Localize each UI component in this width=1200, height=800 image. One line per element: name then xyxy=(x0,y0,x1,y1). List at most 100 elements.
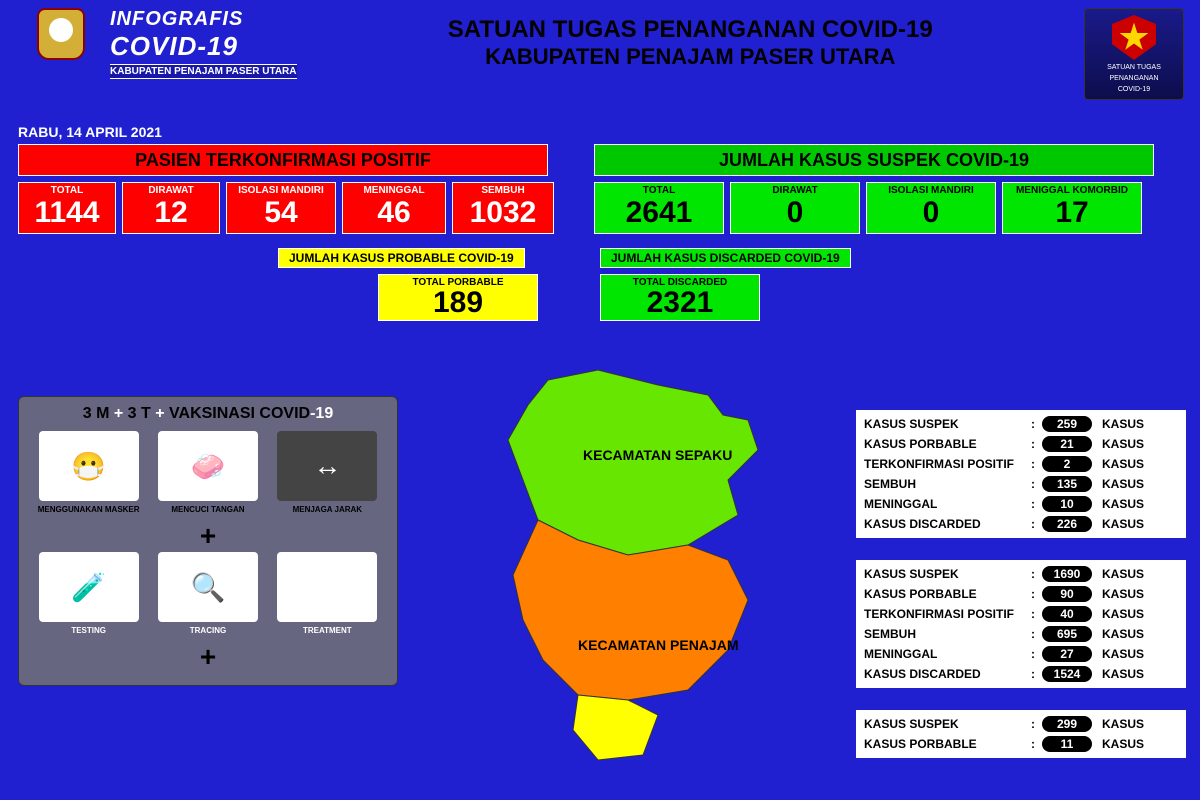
row-value: 259 xyxy=(1042,416,1092,432)
table-row: KASUS PORBABLE:11KASUS xyxy=(864,734,1178,754)
district-table: KASUS SUSPEK:1690KASUSKASUS PORBABLE:90K… xyxy=(856,560,1186,688)
table-row: KASUS SUSPEK:299KASUS xyxy=(864,714,1178,734)
protocol-icon: ↔ xyxy=(277,431,377,501)
row-key: KASUS PORBABLE xyxy=(864,437,1024,451)
row-value: 2 xyxy=(1042,456,1092,472)
protocol-item: 🧪TESTING xyxy=(34,552,144,635)
row-unit: KASUS xyxy=(1102,587,1144,601)
row-value: 21 xyxy=(1042,436,1092,452)
probable-label-wrap: JUMLAH KASUS PROBABLE COVID-19 xyxy=(278,248,525,268)
protocol-icon: 😷 xyxy=(39,431,139,501)
row-key: SEMBUH xyxy=(864,477,1024,491)
plus-divider-2: + xyxy=(29,641,387,673)
row-unit: KASUS xyxy=(1102,497,1144,511)
protocol-plus-2: + xyxy=(155,405,164,422)
row-key: KASUS PORBABLE xyxy=(864,587,1024,601)
suspect-stat: DIRAWAT0 xyxy=(730,182,860,234)
report-date: RABU, 14 APRIL 2021 xyxy=(18,124,162,140)
row-key: KASUS DISCARDED xyxy=(864,667,1024,681)
protocol-caption: MENJAGA JARAK xyxy=(272,505,382,514)
protocol-icon: 🧼 xyxy=(158,431,258,501)
district-map: KECAMATAN SEPAKUKECAMATAN PENAJAM xyxy=(428,360,808,790)
stat-label: SEMBUH xyxy=(457,185,549,196)
positive-stat: TOTAL1144 xyxy=(18,182,116,234)
table-row: SEMBUH:695KASUS xyxy=(864,624,1178,644)
row-value: 1524 xyxy=(1042,666,1092,682)
protocol-icon: 🔍 xyxy=(158,552,258,622)
row-colon: : xyxy=(1024,497,1042,511)
stat-label: DIRAWAT xyxy=(127,185,215,196)
protocol-item: 🧼 MENCUCI TANGAN xyxy=(153,431,263,514)
region-emblem xyxy=(16,8,106,98)
row-key: KASUS DISCARDED xyxy=(864,517,1024,531)
protocol-item: 🛏TREATMENT xyxy=(272,552,382,635)
taskforce-logo: SATUAN TUGAS PENANGANAN COVID-19 xyxy=(1084,8,1184,100)
protocol-caption: TRACING xyxy=(153,626,263,635)
stat-value: 1144 xyxy=(23,196,111,229)
stat-value: 54 xyxy=(231,196,331,229)
row-unit: KASUS xyxy=(1102,517,1144,531)
protocol-plus-1: + xyxy=(114,405,123,422)
protocol-title: 3 M + 3 T + VAKSINASI COVID-19 xyxy=(29,405,387,423)
plus-divider-1: + xyxy=(29,520,387,552)
row-unit: KASUS xyxy=(1102,717,1144,731)
suspect-stats: TOTAL2641DIRAWAT0ISOLASI MANDIRI0MENIGGA… xyxy=(594,182,1154,234)
row-value: 135 xyxy=(1042,476,1092,492)
title-line-1: SATUAN TUGAS PENANGANAN COVID-19 xyxy=(297,16,1085,44)
map-region-label: KECAMATAN SEPAKU xyxy=(583,447,732,463)
row-unit: KASUS xyxy=(1102,477,1144,491)
protocol-row-3t: 🧪TESTING🔍 TRACING 🛏TREATMENT xyxy=(29,552,387,635)
row-colon: : xyxy=(1024,437,1042,451)
header: INFOGRAFIS COVID-19 KABUPATEN PENAJAM PA… xyxy=(0,0,1200,108)
suspect-stat: ISOLASI MANDIRI0 xyxy=(866,182,996,234)
positive-stat: ISOLASI MANDIRI54 xyxy=(226,182,336,234)
table-row: MENINGGAL:10KASUS xyxy=(864,494,1178,514)
stat-label: ISOLASI MANDIRI xyxy=(871,185,991,196)
row-key: MENINGGAL xyxy=(864,497,1024,511)
row-colon: : xyxy=(1024,567,1042,581)
stat-label: ISOLASI MANDIRI xyxy=(231,185,331,196)
row-unit: KASUS xyxy=(1102,647,1144,661)
row-colon: : xyxy=(1024,457,1042,471)
stat-value: 12 xyxy=(127,196,215,229)
row-unit: KASUS xyxy=(1102,667,1144,681)
row-colon: : xyxy=(1024,417,1042,431)
row-key: MENINGGAL xyxy=(864,647,1024,661)
stat-value: 1032 xyxy=(457,196,549,229)
row-unit: KASUS xyxy=(1102,567,1144,581)
row-colon: : xyxy=(1024,647,1042,661)
protocol-row-3m: 😷MENGGUNAKAN MASKER🧼MENCUCI TANGAN↔MENJA… xyxy=(29,431,387,514)
row-unit: KASUS xyxy=(1102,737,1144,751)
map-region xyxy=(573,695,658,760)
row-value: 695 xyxy=(1042,626,1092,642)
row-key: KASUS SUSPEK xyxy=(864,567,1024,581)
discarded-label: JUMLAH KASUS DISCARDED COVID-19 xyxy=(600,248,851,268)
protocol-icon: 🛏 xyxy=(277,552,377,622)
brand-region: KABUPATEN PENAJAM PASER UTARA xyxy=(110,64,297,79)
stat-value: 0 xyxy=(871,196,991,229)
table-row: TERKONFIRMASI POSITIF:2KASUS xyxy=(864,454,1178,474)
row-value: 299 xyxy=(1042,716,1092,732)
protocol-item: ↔ MENJAGA JARAK xyxy=(272,431,382,514)
row-colon: : xyxy=(1024,737,1042,751)
table-row: KASUS SUSPEK:1690KASUS xyxy=(864,564,1178,584)
probable-label: JUMLAH KASUS PROBABLE COVID-19 xyxy=(278,248,525,268)
positive-panel: PASIEN TERKONFIRMASI POSITIF TOTAL1144DI… xyxy=(18,144,554,234)
row-colon: : xyxy=(1024,477,1042,491)
table-row: TERKONFIRMASI POSITIF:40KASUS xyxy=(864,604,1178,624)
stat-label: DIRAWAT xyxy=(735,185,855,196)
protocol-icon: 🧪 xyxy=(39,552,139,622)
stat-value: 0 xyxy=(735,196,855,229)
row-key: KASUS PORBABLE xyxy=(864,737,1024,751)
row-value: 226 xyxy=(1042,516,1092,532)
row-value: 40 xyxy=(1042,606,1092,622)
suspect-header: JUMLAH KASUS SUSPEK COVID-19 xyxy=(594,144,1154,176)
probable-box: TOTAL PORBABLE 189 xyxy=(378,274,538,321)
row-key: SEMBUH xyxy=(864,627,1024,641)
table-row: KASUS PORBABLE:90KASUS xyxy=(864,584,1178,604)
page-title: SATUAN TUGAS PENANGANAN COVID-19 KABUPAT… xyxy=(297,8,1085,70)
stat-value: 46 xyxy=(347,196,441,229)
district-table: KASUS SUSPEK:259KASUSKASUS PORBABLE:21KA… xyxy=(856,410,1186,538)
protocol-caption: MENCUCI TANGAN xyxy=(153,505,263,514)
discarded-box: TOTAL DISCARDED 2321 xyxy=(600,274,760,321)
